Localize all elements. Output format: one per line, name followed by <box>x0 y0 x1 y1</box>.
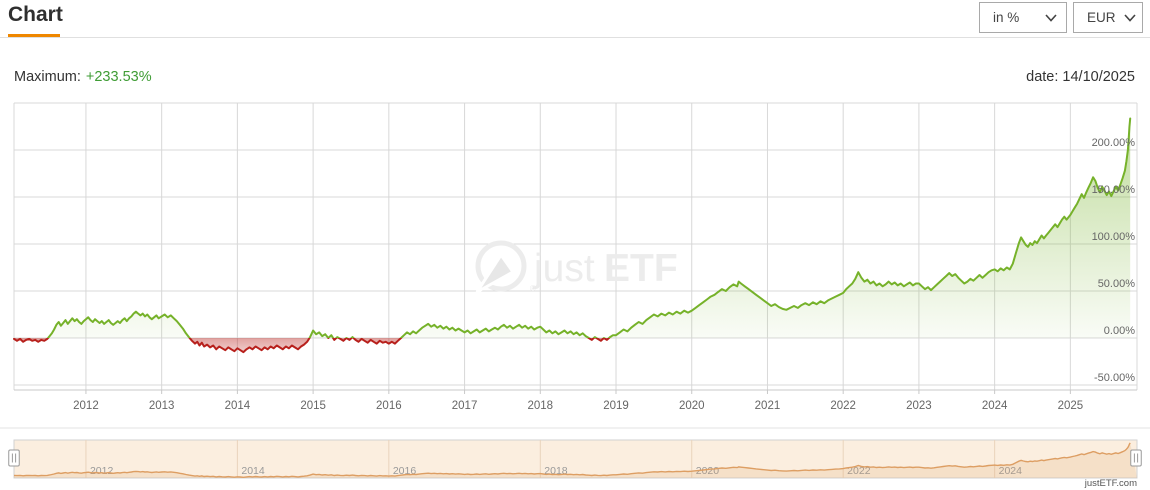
chart-controls: in % EUR <box>979 2 1143 33</box>
svg-text:150.00%: 150.00% <box>1092 184 1136 196</box>
justetf-watermark-logo: just ETF ® <box>475 240 678 294</box>
unit-select-value: in % <box>993 10 1020 25</box>
svg-text:ETF: ETF <box>604 247 678 290</box>
maximum-label: Maximum: <box>14 69 81 85</box>
svg-text:2014: 2014 <box>225 400 251 412</box>
header: Chart in % EUR <box>0 0 1150 38</box>
svg-text:2024: 2024 <box>982 400 1008 412</box>
currency-select[interactable]: EUR <box>1073 2 1143 33</box>
svg-text:2024: 2024 <box>999 465 1023 477</box>
svg-text:2016: 2016 <box>376 400 402 412</box>
svg-text:2018: 2018 <box>527 400 553 412</box>
svg-text:2014: 2014 <box>241 465 265 477</box>
navigator-area <box>14 442 1137 478</box>
chevron-down-icon <box>1123 13 1136 22</box>
date-stat: date: 14/10/2025 <box>1026 69 1135 85</box>
credit-link[interactable]: justETF.com <box>1084 478 1137 489</box>
svg-text:2021: 2021 <box>755 400 781 412</box>
svg-text:2025: 2025 <box>1058 400 1084 412</box>
svg-text:2012: 2012 <box>73 400 99 412</box>
svg-text:2017: 2017 <box>452 400 478 412</box>
series-area <box>14 118 1131 353</box>
svg-text:2012: 2012 <box>90 465 114 477</box>
y-axis-labels: -50.00% 0.00% 50.00% 100.00% 150.00% 200.00% <box>1092 137 1136 384</box>
svg-text:2022: 2022 <box>830 400 856 412</box>
svg-text:just: just <box>533 247 595 290</box>
page-title: Chart <box>8 3 63 26</box>
currency-select-value: EUR <box>1087 10 1116 25</box>
svg-text:2019: 2019 <box>603 400 629 412</box>
unit-select[interactable]: in % <box>979 2 1067 33</box>
svg-text:0.00%: 0.00% <box>1104 325 1135 337</box>
svg-text:2013: 2013 <box>149 400 175 412</box>
svg-text:-50.00%: -50.00% <box>1094 372 1135 384</box>
navigator-handle-right[interactable] <box>1130 449 1142 467</box>
navigator-line <box>13 442 1131 479</box>
svg-text:2015: 2015 <box>300 400 326 412</box>
grid <box>13 102 1138 390</box>
x-axis: 2012 2013 2014 2015 2016 2017 2018 2019 … <box>14 389 1137 412</box>
svg-text:2020: 2020 <box>679 400 705 412</box>
series-line <box>13 117 1132 354</box>
svg-text:®: ® <box>530 284 536 293</box>
title-underline-accent <box>8 34 60 37</box>
svg-text:2022: 2022 <box>847 465 871 477</box>
maximum-stat: Maximum: +233.53% <box>14 69 152 85</box>
svg-text:2020: 2020 <box>696 465 720 477</box>
maximum-value: +233.53% <box>85 69 152 85</box>
svg-text:200.00%: 200.00% <box>1092 137 1136 149</box>
svg-text:2023: 2023 <box>906 400 932 412</box>
svg-text:50.00%: 50.00% <box>1098 278 1136 290</box>
navigator[interactable]: 2012 2014 2016 2018 2020 2022 2024 <box>0 427 1150 479</box>
svg-text:100.00%: 100.00% <box>1092 231 1136 243</box>
chevron-down-icon <box>1045 13 1057 22</box>
navigator-handle-left[interactable] <box>8 449 20 467</box>
